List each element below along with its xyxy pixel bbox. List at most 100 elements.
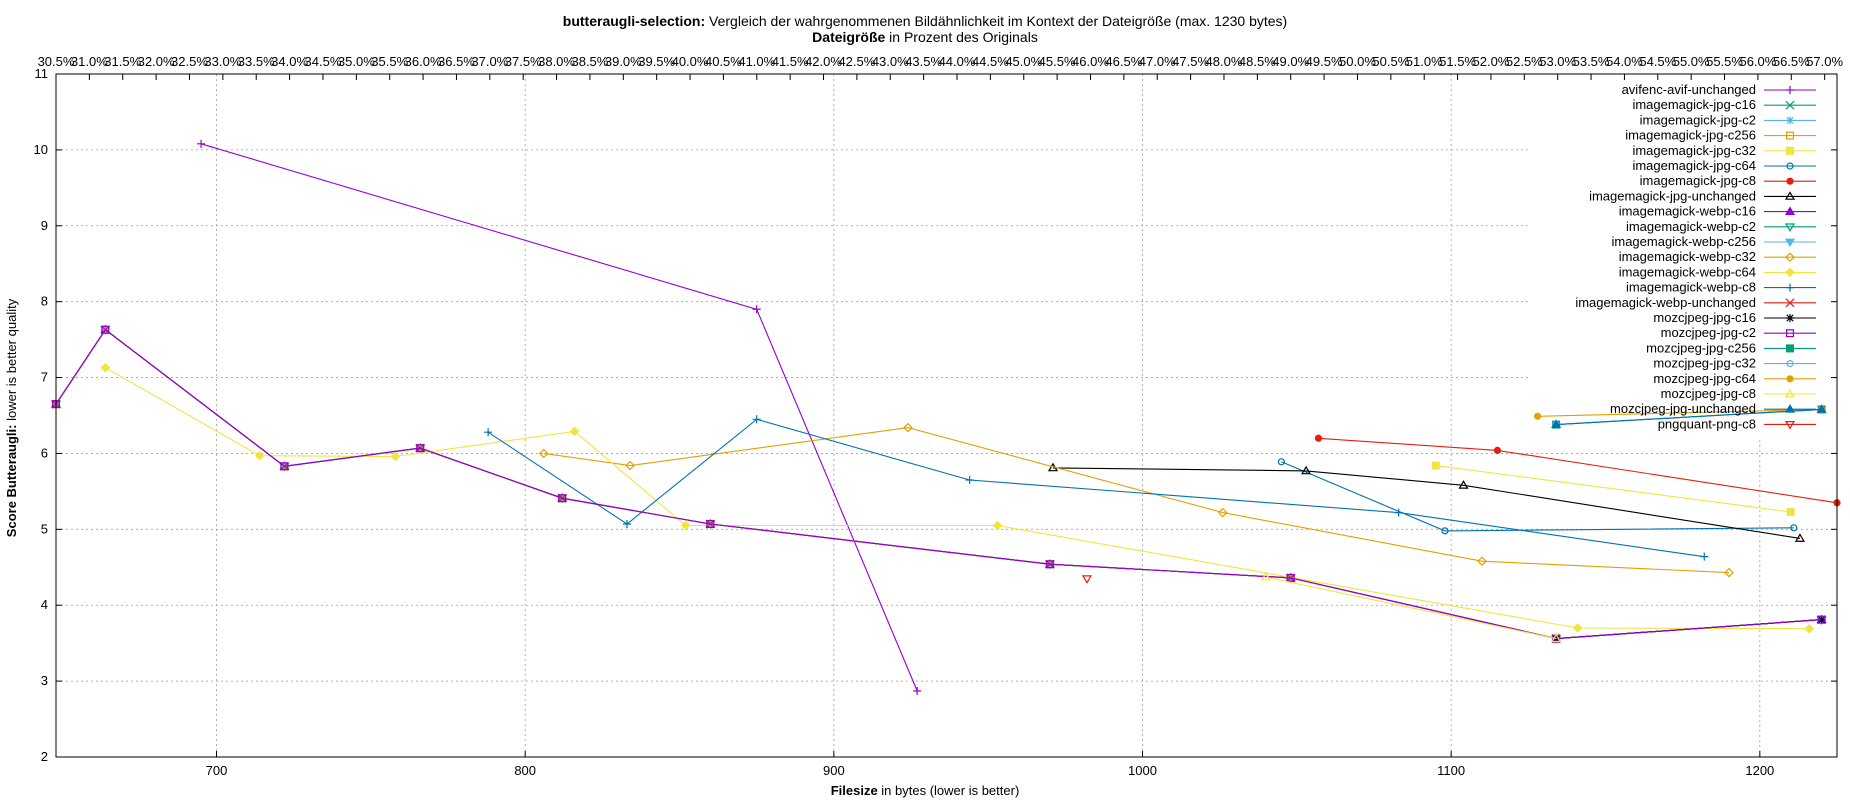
legend-entry: imagemagick-webp-c32 — [1619, 249, 1816, 264]
legend-entry: imagemagick-webp-c16 — [1619, 204, 1816, 219]
series-imagemagick-webp-c256 — [50, 326, 1827, 644]
data-point — [625, 460, 635, 471]
x2-tick-label: 33.0% — [204, 54, 241, 69]
data-point — [1786, 375, 1794, 383]
legend-entry: imagemagick-jpg-c16 — [1632, 97, 1816, 112]
plot-frame — [55, 73, 1838, 758]
data-point — [752, 415, 761, 424]
legend-label: mozcjpeg-jpg-c2 — [1661, 325, 1756, 340]
legend-entry: avifenc-avif-unchanged — [1622, 82, 1816, 97]
data-point — [680, 520, 691, 531]
data-point — [1551, 419, 1562, 429]
x2-tick-label: 56.5% — [1773, 54, 1810, 69]
x2-tick-label: 44.5% — [972, 54, 1009, 69]
series-imagemagick-jpg-c32 — [1431, 461, 1795, 516]
legend-label: mozcjpeg-jpg-c32 — [1653, 356, 1756, 371]
x2-tick-label: 55.0% — [1673, 54, 1710, 69]
legend-entry: imagemagick-jpg-c64 — [1632, 158, 1816, 173]
legend-label: avifenc-avif-unchanged — [1622, 82, 1756, 97]
x2-tick-label: 31.5% — [104, 54, 141, 69]
x-tick-label: 1000 — [1128, 763, 1157, 778]
x2-tick-label: 48.0% — [1206, 54, 1243, 69]
legend-label: mozcjpeg-jpg-unchanged — [1610, 401, 1756, 416]
data-point — [1816, 404, 1827, 413]
x2-tick-label: 41.5% — [772, 54, 809, 69]
data-point — [101, 325, 110, 334]
data-point — [1786, 360, 1794, 368]
series-line — [55, 328, 1822, 640]
series-line — [105, 367, 1810, 630]
y-tick-label: 9 — [41, 218, 48, 233]
legend-entry: mozcjpeg-jpg-c16 — [1653, 310, 1816, 325]
x2-tick-label: 39.0% — [605, 54, 642, 69]
legend-entry: imagemagick-jpg-c32 — [1632, 143, 1816, 158]
legend-label: mozcjpeg-jpg-c16 — [1653, 310, 1756, 325]
series-imagemagick-webp-c16 — [50, 324, 1827, 643]
data-point — [1785, 252, 1795, 263]
legend-label: imagemagick-jpg-c2 — [1640, 112, 1756, 127]
legend-entry: imagemagick-jpg-unchanged — [1589, 188, 1816, 203]
data-point — [1441, 527, 1449, 535]
chart-title: butteraugli-selection: Vergleich der wah… — [563, 13, 1287, 29]
series-line — [1052, 467, 1801, 539]
series-imagemagick-webp-c2 — [50, 326, 1827, 644]
data-point — [1784, 421, 1796, 430]
data-point — [1786, 283, 1794, 292]
x2-tick-label: 43.0% — [872, 54, 909, 69]
x2-tick-label: 37.0% — [471, 54, 508, 69]
chart-title-bold: butteraugli-selection: — [563, 13, 705, 29]
x2-tick-label: 40.0% — [672, 54, 709, 69]
y-tick-label: 3 — [41, 673, 48, 688]
x2-tick-label: 56.0% — [1739, 54, 1776, 69]
data-point — [538, 448, 549, 459]
x2-tick-label: 42.5% — [838, 54, 875, 69]
y-tick-label: 10 — [34, 142, 48, 157]
data-point — [558, 494, 567, 503]
x2-tick-label: 51.5% — [1439, 54, 1476, 69]
y-tick-label: 11 — [35, 66, 49, 81]
x2-tick-label: 52.5% — [1506, 54, 1543, 69]
data-point — [1784, 223, 1796, 232]
x-tick-label: 1100 — [1437, 763, 1465, 778]
x-tick-label: 1200 — [1745, 763, 1774, 778]
series-line — [55, 328, 1822, 640]
legend-entry: mozcjpeg-jpg-c256 — [1646, 340, 1816, 355]
y-axis-label: Score Butteraugli: lower is better quali… — [4, 298, 19, 537]
data-point — [1784, 206, 1796, 215]
data-point — [623, 520, 632, 529]
x2-tick-label: 48.5% — [1239, 54, 1276, 69]
data-point — [197, 139, 206, 148]
data-point — [1786, 177, 1794, 185]
y-tick-label: 7 — [41, 370, 48, 385]
data-point — [965, 476, 974, 485]
series-pngquant-png-c8 — [1081, 575, 1092, 584]
x2-tick-label: 55.5% — [1706, 54, 1743, 69]
legend-label: imagemagick-webp-c8 — [1626, 280, 1756, 295]
x2-tick-label: 39.5% — [638, 54, 675, 69]
series-line — [55, 328, 1822, 640]
legend-label: mozcjpeg-jpg-c256 — [1646, 340, 1756, 355]
x2-tick-label: 40.5% — [705, 54, 742, 69]
data-point — [1572, 623, 1583, 633]
series-line — [543, 427, 1730, 574]
legend-label: imagemagick-jpg-c256 — [1625, 128, 1756, 143]
legend-label: imagemagick-jpg-unchanged — [1589, 188, 1756, 203]
data-point — [1785, 267, 1795, 278]
data-point — [913, 686, 922, 695]
x-tick-label: 800 — [514, 763, 536, 778]
x2-tick-label: 50.5% — [1372, 54, 1409, 69]
x-axis-label: Filesize in bytes (lower is better) — [831, 783, 1020, 798]
legend-entry: imagemagick-webp-unchanged — [1575, 295, 1816, 310]
x2-tick-label: 54.5% — [1639, 54, 1676, 69]
x2-tick-label: 32.0% — [138, 54, 175, 69]
data-point — [1081, 575, 1092, 584]
data-point — [1785, 146, 1794, 155]
series-line — [487, 418, 1705, 558]
legend-entry: imagemagick-webp-c64 — [1619, 264, 1816, 279]
series-line — [1537, 408, 1822, 417]
data-point — [1314, 434, 1323, 442]
x2-tick-label: 54.0% — [1606, 54, 1643, 69]
series-line — [1281, 461, 1794, 532]
data-point — [1700, 552, 1709, 561]
